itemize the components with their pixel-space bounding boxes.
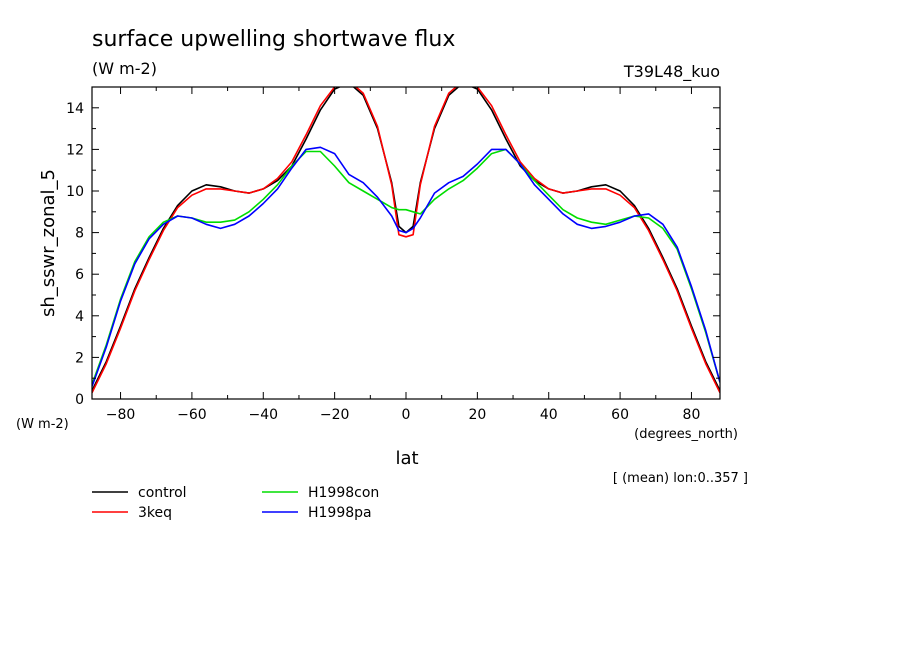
axes: [91, 86, 721, 400]
chart-units: (W m-2): [92, 59, 157, 78]
x-tick-labels: −80 −60 −40 −20 0 20 40 60 80: [106, 407, 701, 423]
x-tick-label: 0: [402, 407, 411, 423]
legend: control 3keq H1998con H1998pa: [92, 485, 379, 521]
x-tick-label: 40: [540, 407, 558, 423]
legend-label: H1998con: [308, 485, 379, 501]
y-tick-label: 8: [75, 226, 84, 242]
series-line-h1998con: [92, 148, 720, 385]
y-axis-label: sh_sswr_zonal_5: [38, 169, 59, 317]
y-tick-label: 6: [75, 267, 84, 283]
y-tick-labels: 0 2 4 6 8 10 12 14: [66, 101, 84, 408]
legend-label: 3keq: [138, 505, 172, 521]
y-tick-label: 2: [75, 350, 84, 366]
x-tick-label: −20: [320, 407, 350, 423]
plot-series: [92, 87, 720, 394]
legend-label: H1998pa: [308, 505, 372, 521]
y-tick-label: 0: [75, 392, 84, 408]
chart-title: surface upwelling shortwave flux: [92, 27, 455, 52]
x-axis-units: (degrees_north): [634, 427, 738, 442]
legend-item-h1998con: H1998con: [262, 485, 379, 501]
x-tick-label: 60: [611, 407, 629, 423]
x-tick-label: 80: [683, 407, 701, 423]
x-tick-label: −40: [248, 407, 278, 423]
x-tick-label: −80: [106, 407, 136, 423]
y-tick-label: 10: [66, 184, 84, 200]
series-line-3keq: [92, 87, 720, 394]
legend-item-h1998pa: H1998pa: [262, 505, 372, 521]
run-label: T39L48_kuo: [623, 62, 720, 82]
x-tick-label: −60: [177, 407, 207, 423]
legend-item-3keq: 3keq: [92, 505, 172, 521]
series-line-h1998pa: [92, 146, 720, 387]
legend-label: control: [138, 485, 187, 501]
y-tick-label: 4: [75, 309, 84, 325]
plot-frame: [91, 86, 721, 400]
legend-item-control: control: [92, 485, 187, 501]
y-tick-label: 12: [66, 142, 84, 158]
y-tick-label: 14: [66, 101, 84, 117]
x-tick-label: 20: [468, 407, 486, 423]
averaging-note: [ (mean) lon:0..357 ]: [613, 471, 748, 486]
x-axis-label: lat: [395, 448, 418, 469]
y-axis-units: (W m-2): [16, 417, 69, 432]
